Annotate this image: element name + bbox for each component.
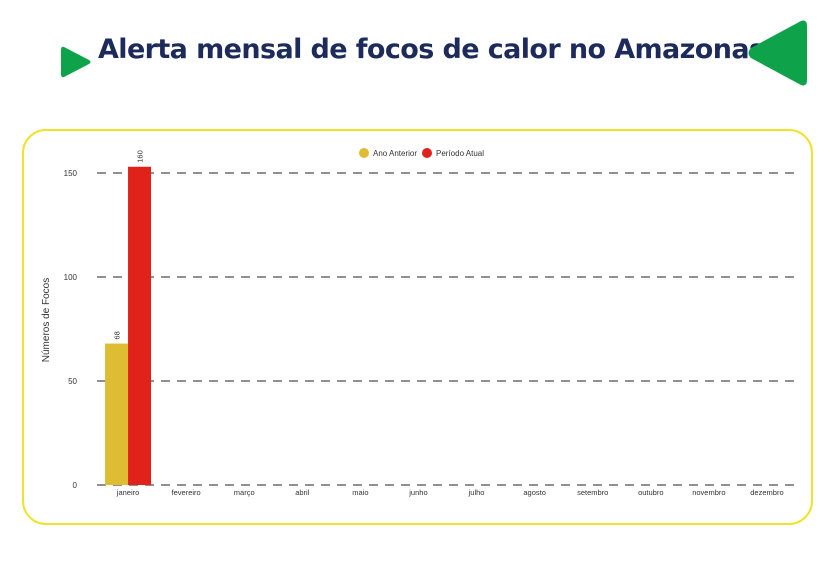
bar-chart: 68 160 0 50 100 150 janeiro fevereiro março abr… — [41, 148, 794, 497]
header: Alerta mensal de focos de calor no Amazo… — [0, 0, 838, 110]
x-tick-label: abril — [295, 488, 310, 497]
bar-per-odo-atual-janeiro — [128, 166, 152, 485]
legend-swatch — [422, 148, 432, 158]
bar-ano-anterior-janeiro — [105, 343, 129, 485]
x-tick-label: agosto — [523, 488, 546, 497]
y-axis-label: Números de Focos — [41, 278, 52, 362]
y-tick-label: 50 — [68, 377, 77, 386]
x-tick-label: novembro — [692, 488, 725, 497]
data-label: 68 — [113, 331, 122, 339]
x-tick-label: junho — [408, 488, 427, 497]
y-axis-ticks: 0 50 100 150 — [64, 169, 78, 490]
x-tick-label: fevereiro — [172, 488, 201, 497]
x-tick-label: julho — [468, 488, 485, 497]
data-labels: 68 160 — [113, 150, 145, 339]
green-rounded-triangle-icon — [748, 20, 807, 86]
legend-entry: Período Atual — [436, 149, 484, 158]
data-label: 160 — [136, 150, 145, 163]
grid-lines — [97, 172, 794, 486]
legend-swatch — [359, 148, 369, 158]
green-play-triangle-icon — [61, 46, 91, 78]
x-tick-label: setembro — [577, 488, 608, 497]
x-tick-label: outubro — [638, 488, 663, 497]
bar-series — [105, 166, 152, 485]
legend-entry: Ano Anterior — [373, 149, 417, 158]
x-tick-label: janeiro — [116, 488, 140, 497]
y-tick-label: 150 — [64, 169, 78, 178]
legend: Ano Anterior Período Atual — [359, 148, 484, 158]
page-title: Alerta mensal de focos de calor no Amazo… — [98, 34, 765, 65]
x-axis-ticks: janeiro fevereiro março abril maio junho julho… — [116, 488, 784, 497]
chart-frame: 68 160 0 50 100 150 janeiro fevereiro março abr… — [22, 129, 813, 525]
x-tick-label: março — [234, 488, 255, 497]
y-tick-label: 100 — [64, 273, 78, 282]
x-tick-label: dezembro — [750, 488, 783, 497]
y-tick-label: 0 — [73, 481, 78, 490]
x-tick-label: maio — [352, 488, 368, 497]
